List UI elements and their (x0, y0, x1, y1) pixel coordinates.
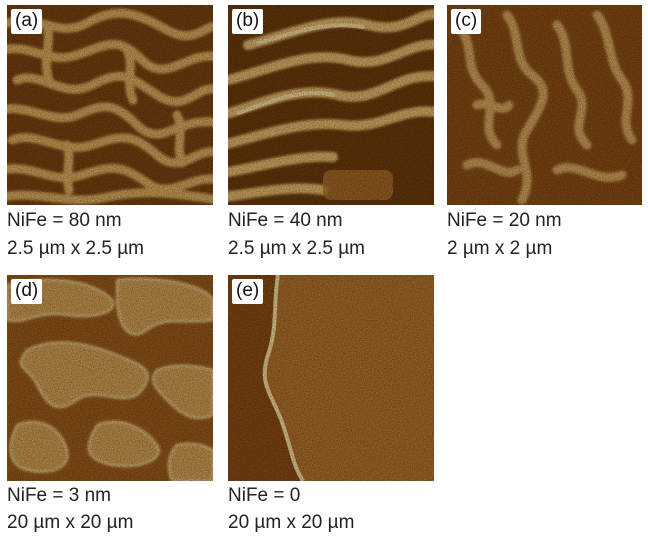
caption-thickness: NiFe = 3 nm (7, 485, 112, 506)
caption-thickness: NiFe = 0 (228, 485, 301, 506)
mfm-image-e: (e) (228, 275, 434, 481)
panel-label: (a) (11, 9, 43, 34)
panel-label: (d) (11, 279, 43, 304)
caption-thickness: NiFe = 40 nm (228, 210, 343, 231)
caption-scan-size: 2 µm x 2 µm (447, 238, 553, 259)
mfm-image-d: (d) (7, 275, 213, 481)
panel-label: (b) (232, 9, 264, 34)
caption-scan-size: 2.5 µm x 2.5 µm (228, 238, 365, 259)
caption-scan-size: 2.5 µm x 2.5 µm (7, 238, 144, 259)
mfm-image-c: (c) (447, 5, 642, 205)
mfm-image-b: (b) (228, 5, 434, 205)
caption-thickness: NiFe = 80 nm (7, 210, 122, 231)
caption-scan-size: 20 µm x 20 µm (228, 512, 355, 533)
mfm-image-a: (a) (7, 5, 213, 205)
panel-label: (c) (451, 9, 482, 34)
caption-scan-size: 20 µm x 20 µm (7, 512, 134, 533)
panel-label: (e) (232, 279, 264, 304)
caption-thickness: NiFe = 20 nm (447, 210, 562, 231)
